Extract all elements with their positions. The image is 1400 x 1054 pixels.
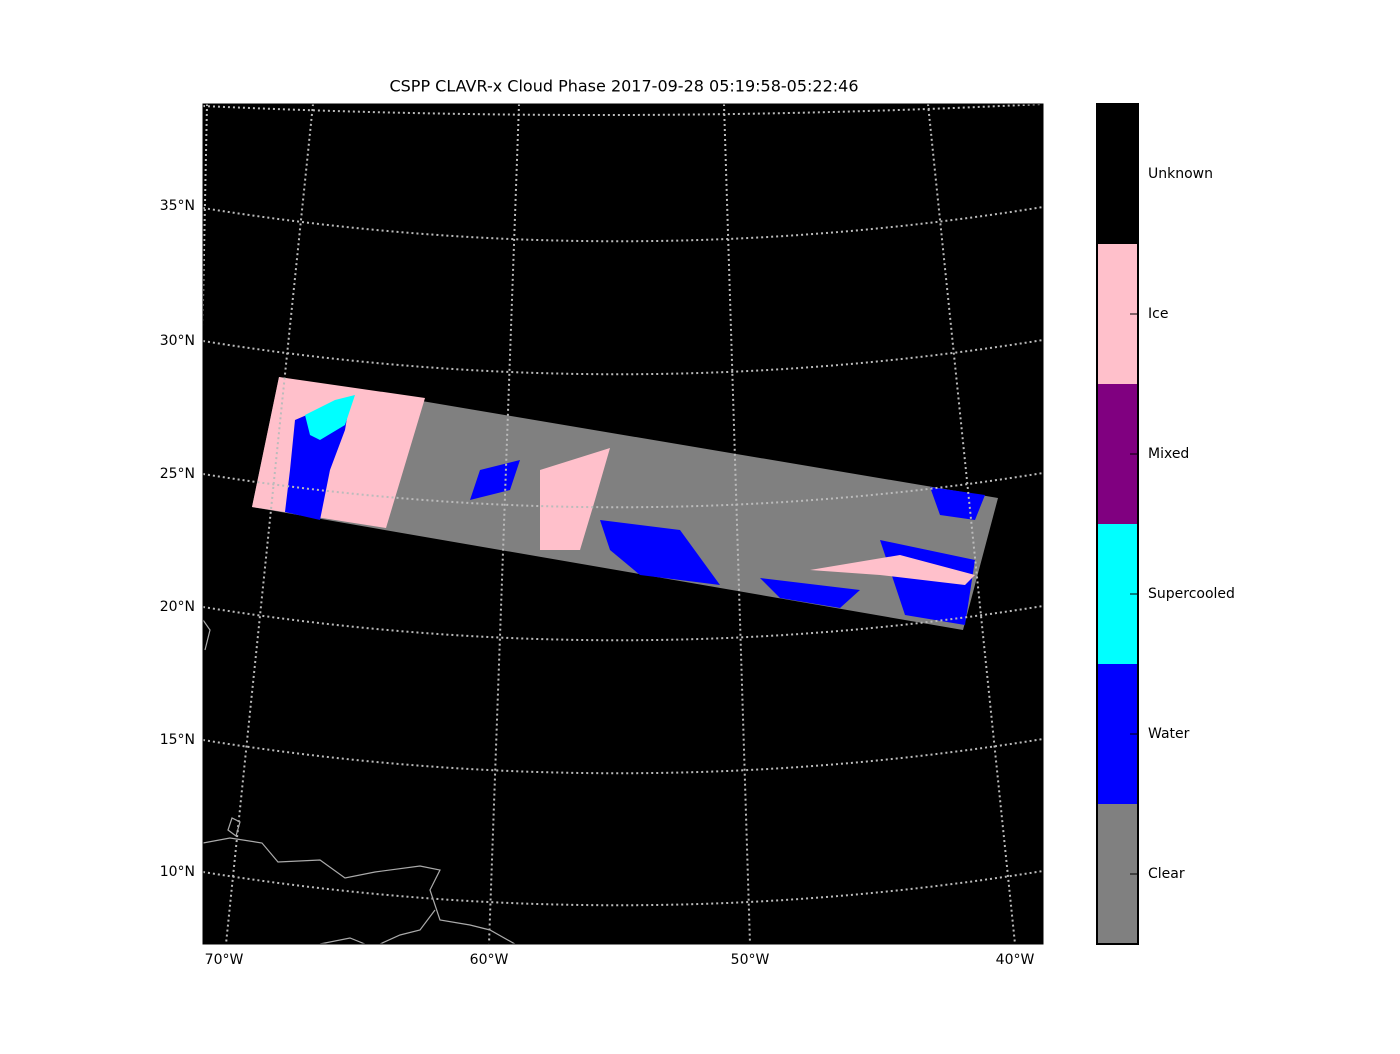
lat-label: 35°N [160, 198, 195, 214]
lat-label: 20°N [160, 599, 195, 615]
swath [252, 377, 998, 630]
lon-label: 70°W [205, 952, 244, 968]
colorbar-label: Water [1148, 726, 1190, 742]
lat-label: 25°N [160, 466, 195, 482]
lon-label: 40°W [996, 952, 1035, 968]
map [202, 103, 1044, 945]
colorbar-label: Clear [1148, 866, 1185, 882]
lon-label: 60°W [470, 952, 509, 968]
lat-label: 30°N [160, 333, 195, 349]
coastline [203, 619, 516, 944]
graticule [203, 104, 1043, 944]
lat-label: 10°N [160, 864, 195, 880]
lon-label: 50°W [731, 952, 770, 968]
map-frame [202, 103, 1044, 945]
colorbar-label: Supercooled [1148, 586, 1235, 602]
colorbar-label: Mixed [1148, 446, 1189, 462]
lat-label: 15°N [160, 732, 195, 748]
colorbar-frame [1096, 103, 1139, 945]
colorbar-label: Unknown [1148, 166, 1213, 182]
title: CSPP CLAVR-x Cloud Phase 2017-09-28 05:1… [389, 77, 858, 96]
colorbar-label: Ice [1148, 306, 1168, 322]
